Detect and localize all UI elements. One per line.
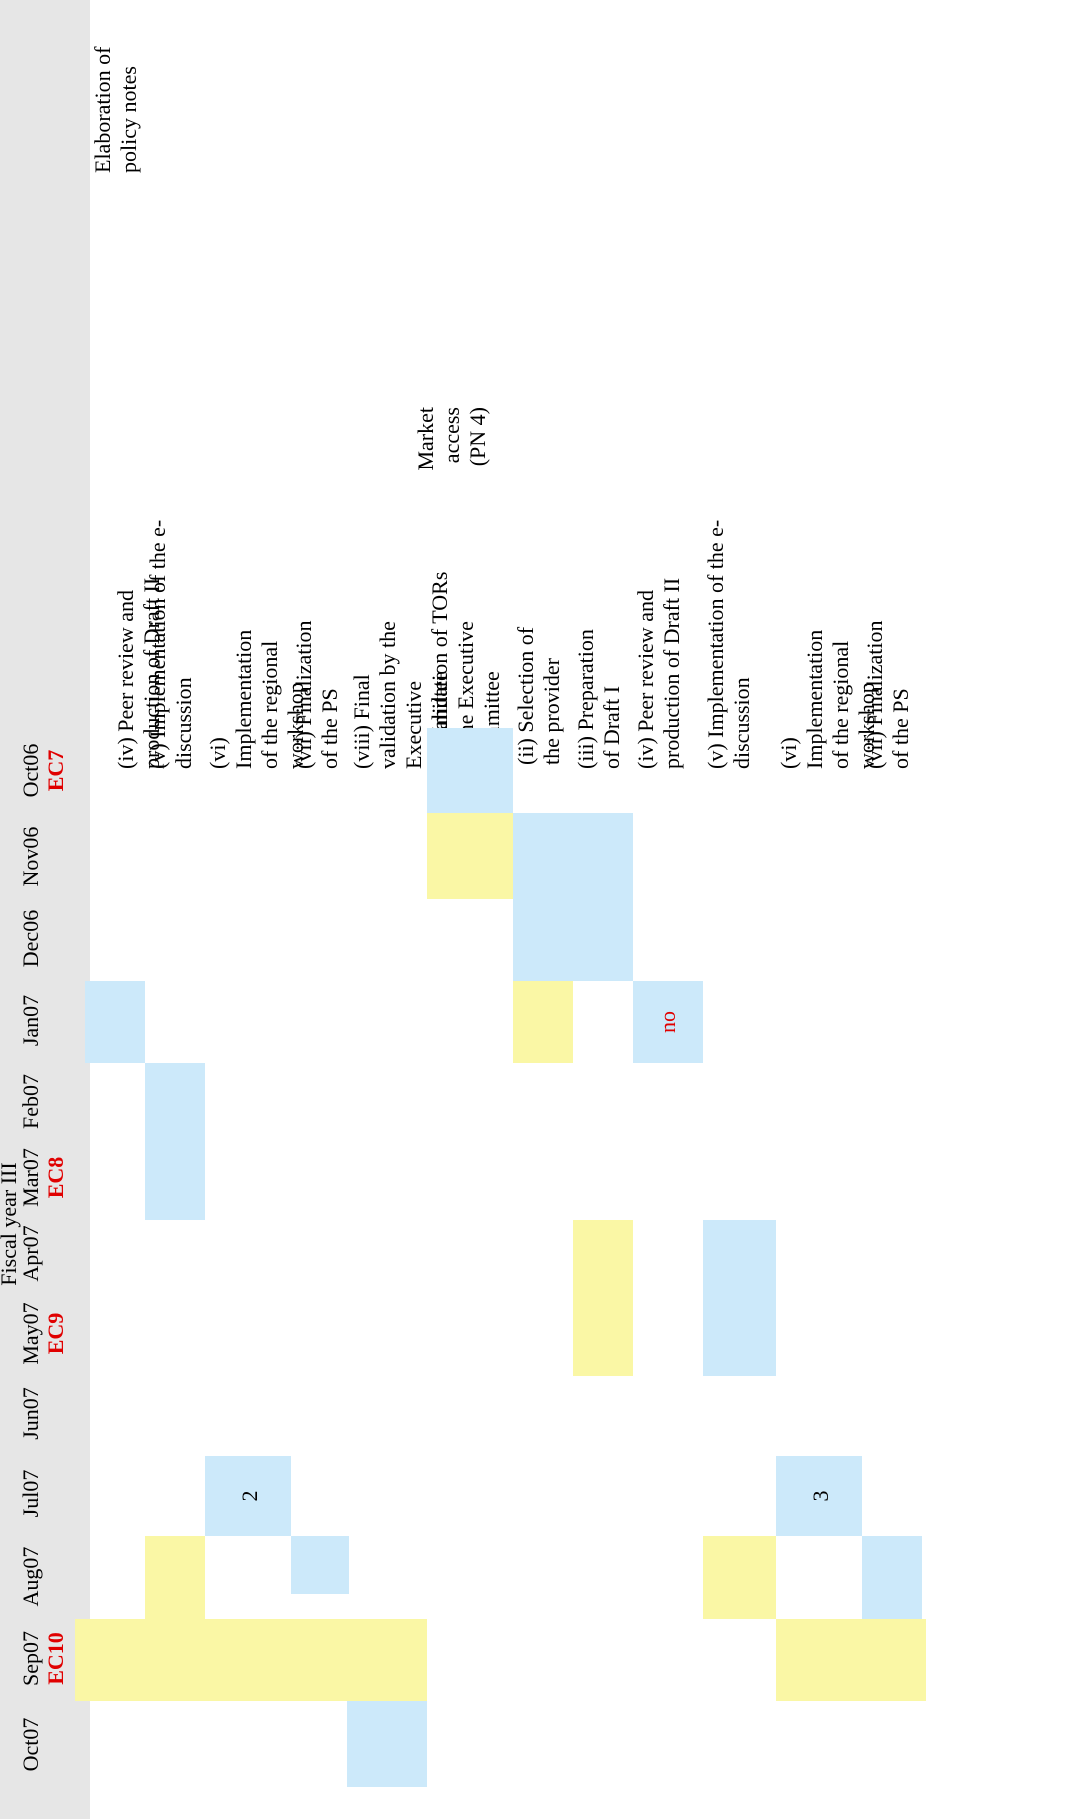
month-oct07: Oct07 — [18, 1717, 43, 1772]
bar-ediscussion-aug07-pn4 — [703, 1536, 776, 1619]
bar-draft-i-apr-may07 — [573, 1220, 633, 1376]
month-jan07: Jan07 — [18, 994, 43, 1047]
group-market-access: Market access (PN 4) — [413, 407, 490, 471]
month-feb07: Feb07 — [18, 1074, 43, 1129]
group-policy-notes: Elaboration of policy notes — [90, 46, 141, 173]
month-sep07: Sep07 — [18, 1631, 43, 1686]
header-band — [0, 0, 90, 1819]
bar-ediscussion-apr-may07 — [703, 1220, 776, 1376]
bar-peer-review-jan07 — [85, 981, 145, 1063]
task-label: (v) Implementation of the e-discussion — [703, 519, 754, 769]
ec-marker-ec8: EC8 — [43, 1156, 68, 1199]
ec-marker-ec10: EC10 — [43, 1632, 68, 1685]
annotation-2: 2 — [237, 1490, 262, 1502]
bar-final-validation-oct07 — [347, 1701, 427, 1787]
bar-finalization-jul07-pn4 — [862, 1536, 922, 1619]
task-label: (v) Implementation of the e-discussion — [145, 519, 196, 769]
bar-sep07 — [75, 1619, 207, 1701]
annotation-3: 3 — [808, 1490, 833, 1502]
bar-workshop-sep07-pn4 — [776, 1619, 926, 1701]
month-oct06: Oct06 — [18, 743, 43, 798]
month-jul07: Jul07 — [18, 1469, 43, 1518]
task-label: (ii) Selection of the provider — [513, 626, 564, 765]
bar-selection-jan07 — [513, 981, 573, 1063]
bar-finalization-jul07 — [291, 1536, 349, 1594]
ec-marker-ec7: EC7 — [43, 749, 68, 792]
bar-selection-provider — [513, 813, 633, 981]
month-dec06: Dec06 — [18, 909, 43, 968]
month-mar07: Mar07 — [18, 1148, 43, 1207]
month-jun07: Jun07 — [18, 1387, 43, 1440]
task-label: (iv) Peer review and production of Draft… — [633, 577, 684, 769]
bar-ediscussion-aug07 — [145, 1536, 205, 1619]
ec-marker-ec9: EC9 — [43, 1312, 68, 1355]
annotation-no: no — [655, 1011, 680, 1033]
month-nov06: Nov06 — [18, 826, 43, 887]
bar-finalization-sep07 — [207, 1619, 427, 1701]
month-may07: May07 — [18, 1302, 43, 1365]
month-aug07: Aug07 — [18, 1546, 43, 1607]
bar-validation-tors-nov06 — [427, 813, 513, 899]
bar-validation-tors-oct06 — [427, 728, 513, 813]
task-label: (iii) Preparation of Draft I — [573, 629, 624, 769]
month-apr07: Apr07 — [18, 1225, 43, 1282]
task-label: (vii) Finalization of the PS — [291, 620, 342, 769]
bar-ediscussion-feb-mar07 — [145, 1063, 205, 1220]
task-label: (vii) Finalization of the PS — [862, 620, 913, 769]
